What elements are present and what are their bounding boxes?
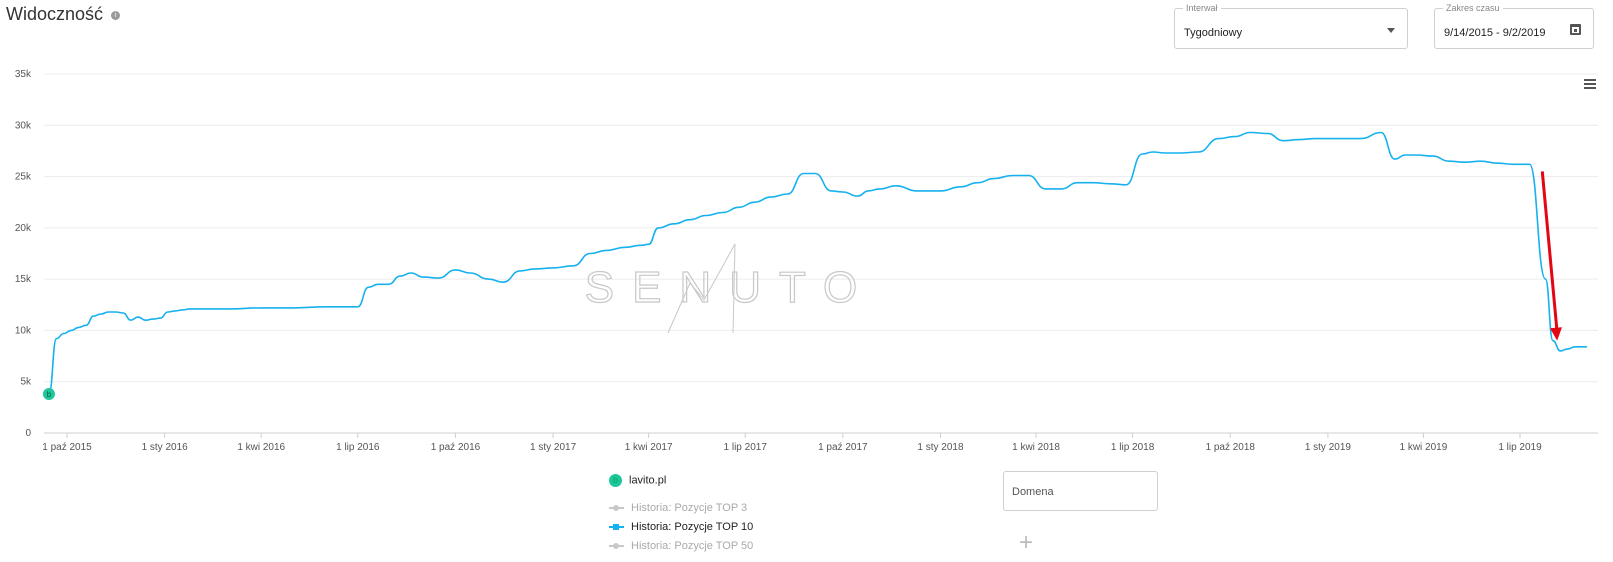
chart-title: Widoczność <box>6 4 104 24</box>
legend-item-top3[interactable]: Historia: Pozycje TOP 3 <box>609 502 747 514</box>
legend-item-label: Historia: Pozycje TOP 50 <box>631 540 754 552</box>
x-tick-label: 1 sty 2016 <box>142 442 189 453</box>
x-tick-label: 1 sty 2017 <box>530 442 577 453</box>
legend-domain[interactable]: b lavito.pl <box>609 474 666 487</box>
page-title: Widoczność i <box>6 4 121 25</box>
hamburger-menu-icon[interactable] <box>1584 79 1596 91</box>
interval-select[interactable]: Interwał Tygodniowy <box>1174 3 1408 49</box>
x-tick-label: 1 kwi 2016 <box>237 442 285 453</box>
plus-icon[interactable]: + <box>1019 529 1034 556</box>
x-tick-label: 1 paź 2015 <box>42 442 92 453</box>
y-tick-label: 30k <box>15 120 32 131</box>
legend-item-label: Historia: Pozycje TOP 3 <box>631 502 748 514</box>
chevron-down-icon[interactable] <box>1387 28 1395 33</box>
x-tick-label: 1 kwi 2017 <box>625 442 673 453</box>
x-tick-label: 1 lip 2019 <box>1498 442 1542 453</box>
date-range-field[interactable]: Zakres czasu 9/14/2015 - 9/2/2019 <box>1434 3 1594 49</box>
y-tick-label: 5k <box>20 377 32 388</box>
interval-label: Interwał <box>1183 3 1221 13</box>
y-tick-label: 20k <box>15 223 32 234</box>
domain-marker-icon: b <box>609 474 622 487</box>
event-marker <box>42 388 55 401</box>
y-tick-label: 0 <box>25 428 31 439</box>
series-line-top10 <box>48 131 1587 395</box>
x-tick-label: 1 sty 2019 <box>1305 442 1352 453</box>
domain-input[interactable]: Domena <box>1003 471 1158 511</box>
calendar-icon[interactable] <box>1570 24 1581 35</box>
watermark-mark <box>667 243 736 334</box>
y-tick-label: 35k <box>15 69 32 80</box>
interval-value: Tygodniowy <box>1184 27 1243 39</box>
y-tick-label: 15k <box>15 274 32 285</box>
y-tick-label: 25k <box>15 172 32 183</box>
x-tick-label: 1 lip 2016 <box>336 442 380 453</box>
x-tick-label: 1 paź 2016 <box>431 442 481 453</box>
date-range-label: Zakres czasu <box>1443 3 1503 13</box>
legend-domain-label: lavito.pl <box>629 474 667 487</box>
event-marker-label: b <box>47 390 52 399</box>
x-tick-label: 1 paź 2018 <box>1205 442 1255 453</box>
x-tick-label: 1 paź 2017 <box>818 442 868 453</box>
legend-line-icon <box>609 541 624 551</box>
date-range-value: 9/14/2015 - 9/2/2019 <box>1444 27 1546 39</box>
watermark: SENUTO <box>585 263 876 312</box>
x-tick-label: 1 kwi 2018 <box>1012 442 1060 453</box>
legend-item-top10[interactable]: Historia: Pozycje TOP 10 <box>609 521 753 533</box>
x-tick-label: 1 lip 2018 <box>1111 442 1155 453</box>
legend-line-icon <box>609 522 624 532</box>
info-icon[interactable]: i <box>111 10 121 20</box>
legend-item-top50[interactable]: Historia: Pozycje TOP 50 <box>609 540 753 552</box>
red-arrow-head <box>1550 327 1562 341</box>
x-tick-label: 1 sty 2018 <box>917 442 964 453</box>
legend-item-label: Historia: Pozycje TOP 10 <box>631 521 754 533</box>
x-tick-label: 1 kwi 2019 <box>1400 442 1448 453</box>
red-arrow-shaft <box>1540 171 1559 333</box>
x-tick-label: 1 lip 2017 <box>724 442 768 453</box>
visibility-chart: 0 5k 10k 15k 20k 25k 30k 35k 1 paź 2015 1 sty 201… <box>15 69 1598 453</box>
y-tick-label: 10k <box>15 325 32 336</box>
legend-line-icon <box>609 503 624 513</box>
